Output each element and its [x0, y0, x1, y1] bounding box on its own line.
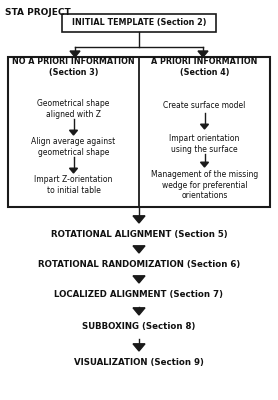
- Text: ROTATIONAL ALIGNMENT (Section 5): ROTATIONAL ALIGNMENT (Section 5): [51, 230, 227, 240]
- Polygon shape: [200, 124, 208, 129]
- Polygon shape: [70, 168, 78, 173]
- Text: Management of the missing
wedge for preferential
orientations: Management of the missing wedge for pref…: [151, 170, 258, 200]
- Text: SUBBOXING (Section 8): SUBBOXING (Section 8): [82, 322, 196, 332]
- Text: ROTATIONAL RANDOMIZATION (Section 6): ROTATIONAL RANDOMIZATION (Section 6): [38, 260, 240, 270]
- Text: A PRIORI INFORMATION
(Section 4): A PRIORI INFORMATION (Section 4): [151, 57, 258, 77]
- Polygon shape: [198, 51, 208, 57]
- Polygon shape: [200, 162, 208, 167]
- Polygon shape: [70, 51, 80, 57]
- Text: Impart Z-orientation
to initial table: Impart Z-orientation to initial table: [34, 175, 113, 195]
- Polygon shape: [133, 276, 145, 283]
- Text: Impart orientation
using the surface: Impart orientation using the surface: [169, 134, 240, 154]
- Bar: [8, 57, 270, 207]
- Bar: [62, 14, 216, 32]
- Polygon shape: [133, 308, 145, 315]
- Text: Geometrical shape
aligned with Z: Geometrical shape aligned with Z: [37, 99, 110, 119]
- Polygon shape: [133, 216, 145, 223]
- Polygon shape: [133, 344, 145, 351]
- Text: VISUALIZATION (Section 9): VISUALIZATION (Section 9): [74, 358, 204, 368]
- Text: LOCALIZED ALIGNMENT (Section 7): LOCALIZED ALIGNMENT (Section 7): [54, 290, 224, 300]
- Text: Align average against
geometrical shape: Align average against geometrical shape: [31, 137, 116, 157]
- Text: INITIAL TEMPLATE (Section 2): INITIAL TEMPLATE (Section 2): [72, 18, 206, 28]
- Polygon shape: [133, 246, 145, 253]
- Text: Create surface model: Create surface model: [163, 100, 246, 110]
- Polygon shape: [70, 130, 78, 135]
- Text: STA PROJECT: STA PROJECT: [5, 8, 71, 17]
- Text: NO A PRIORI INFORMATION
(Section 3): NO A PRIORI INFORMATION (Section 3): [12, 57, 135, 77]
